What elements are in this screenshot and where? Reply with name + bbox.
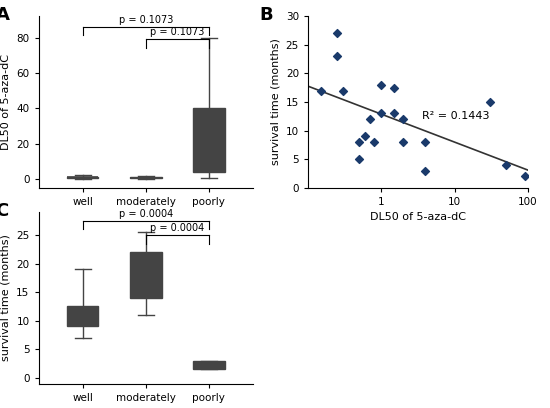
Point bbox=[370, 139, 378, 145]
Point bbox=[390, 110, 399, 117]
PathPatch shape bbox=[67, 306, 98, 326]
Point bbox=[333, 30, 342, 37]
Point bbox=[355, 139, 364, 145]
Text: p = 0.1073: p = 0.1073 bbox=[119, 15, 173, 25]
PathPatch shape bbox=[193, 108, 224, 172]
Y-axis label: survival time (months): survival time (months) bbox=[1, 235, 10, 361]
Text: p = 0.0004: p = 0.0004 bbox=[119, 208, 173, 219]
PathPatch shape bbox=[130, 252, 162, 298]
Point bbox=[333, 53, 342, 60]
Point bbox=[502, 162, 510, 168]
PathPatch shape bbox=[193, 361, 224, 369]
PathPatch shape bbox=[130, 177, 162, 178]
Point bbox=[316, 87, 325, 94]
Point bbox=[421, 167, 430, 174]
PathPatch shape bbox=[67, 177, 98, 178]
Point bbox=[366, 116, 375, 122]
Text: R² = 0.1443: R² = 0.1443 bbox=[422, 111, 490, 121]
Point bbox=[355, 156, 364, 162]
Text: C: C bbox=[0, 202, 9, 220]
X-axis label: (differentiation grade): (differentiation grade) bbox=[84, 212, 208, 222]
Point bbox=[399, 116, 408, 122]
Point bbox=[399, 139, 408, 145]
X-axis label: DL50 of 5-aza-dC: DL50 of 5-aza-dC bbox=[370, 212, 466, 222]
Point bbox=[377, 82, 386, 88]
Point bbox=[390, 84, 399, 91]
Point bbox=[421, 139, 430, 145]
Text: p = 0.0004: p = 0.0004 bbox=[150, 223, 205, 233]
Point bbox=[377, 110, 386, 117]
Point bbox=[339, 87, 348, 94]
Text: p = 0.1073: p = 0.1073 bbox=[150, 27, 205, 37]
Point bbox=[520, 173, 529, 180]
Point bbox=[485, 99, 494, 105]
Text: A: A bbox=[0, 6, 9, 24]
Y-axis label: survival time (months): survival time (months) bbox=[270, 39, 280, 165]
Point bbox=[361, 133, 370, 140]
Y-axis label: DL50 of 5-aza-dC: DL50 of 5-aza-dC bbox=[1, 54, 11, 150]
Text: B: B bbox=[260, 6, 273, 24]
